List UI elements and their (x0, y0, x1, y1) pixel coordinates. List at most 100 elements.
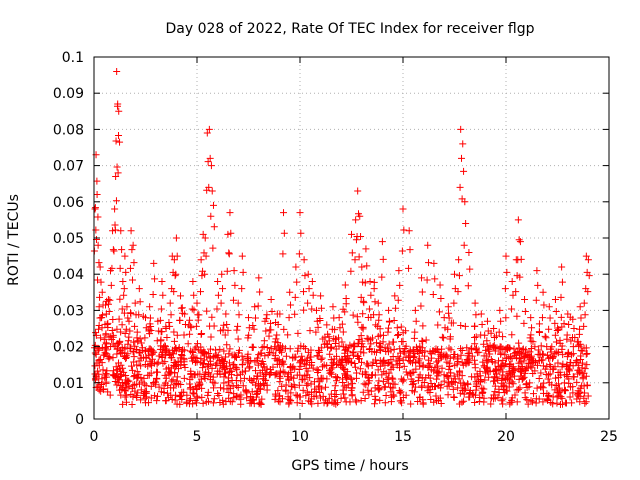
data-point (292, 353, 300, 361)
data-point (229, 296, 237, 304)
data-point (271, 351, 279, 359)
data-point (120, 285, 128, 293)
data-point (515, 344, 523, 352)
data-point (354, 187, 362, 195)
data-point (300, 256, 308, 264)
data-point (327, 344, 335, 352)
data-point (286, 345, 294, 353)
data-point (517, 358, 525, 366)
data-point (444, 391, 452, 399)
data-point (406, 369, 414, 377)
data-point (249, 343, 257, 351)
data-point (111, 342, 119, 350)
data-point (429, 290, 437, 298)
data-point (569, 373, 577, 381)
data-point (400, 362, 408, 370)
data-points (90, 67, 593, 408)
data-point (208, 364, 216, 372)
data-point (364, 362, 372, 370)
data-point (551, 350, 559, 358)
data-point (405, 357, 413, 365)
data-point (205, 183, 213, 191)
data-point (393, 324, 401, 332)
y-tick-label: 0 (75, 412, 84, 428)
data-point (502, 252, 510, 260)
data-point (287, 301, 295, 309)
data-point (94, 367, 102, 375)
data-point (563, 362, 570, 370)
data-point (535, 346, 543, 354)
data-point (261, 352, 269, 360)
data-point (551, 363, 559, 371)
data-point (126, 264, 134, 272)
data-point (454, 370, 462, 378)
data-point (312, 306, 320, 314)
data-point (473, 370, 481, 378)
data-point (274, 339, 282, 347)
data-point (94, 213, 102, 221)
data-point (201, 234, 209, 242)
data-point (471, 333, 479, 341)
data-point (437, 294, 445, 302)
data-point (458, 372, 466, 380)
data-point (124, 314, 132, 322)
data-point (385, 369, 393, 377)
data-point (112, 372, 120, 380)
data-point (516, 238, 524, 246)
data-point (294, 347, 302, 355)
y-tick-label: 0.04 (53, 267, 84, 283)
data-point (396, 345, 404, 353)
data-point (332, 400, 340, 408)
data-point (157, 305, 165, 313)
data-point (416, 393, 424, 401)
data-point (512, 288, 520, 296)
data-point (537, 369, 545, 377)
data-point (583, 361, 591, 369)
x-tick-label: 15 (394, 429, 412, 445)
data-point (531, 358, 539, 366)
data-point (357, 233, 365, 241)
data-point (558, 278, 566, 286)
data-point (190, 291, 198, 299)
data-point (297, 342, 305, 350)
data-point (552, 338, 560, 346)
data-point (193, 358, 201, 366)
data-point (137, 396, 145, 404)
data-point (515, 375, 523, 383)
data-point (118, 305, 126, 313)
data-point (253, 372, 261, 380)
data-point (180, 374, 188, 382)
data-point (121, 329, 129, 337)
data-point (151, 275, 159, 283)
data-point (335, 342, 343, 350)
data-point (154, 392, 162, 400)
data-point (309, 364, 317, 372)
data-point (355, 253, 363, 261)
data-point (351, 256, 359, 264)
data-point (346, 341, 354, 349)
data-point (162, 325, 170, 332)
data-point (371, 298, 379, 306)
data-point (272, 370, 280, 378)
data-point (444, 303, 452, 311)
data-point (355, 355, 363, 363)
data-point (214, 353, 222, 361)
data-point (222, 353, 230, 361)
data-point (124, 337, 132, 345)
data-point (364, 360, 372, 368)
data-point (296, 209, 304, 217)
data-point (468, 390, 476, 398)
data-point (460, 167, 468, 175)
data-point (402, 342, 410, 350)
data-point (472, 333, 480, 341)
data-point (250, 325, 258, 333)
data-point (477, 310, 485, 318)
data-point (505, 354, 513, 362)
data-point (565, 375, 573, 383)
data-point (503, 268, 511, 276)
data-point (95, 346, 103, 354)
data-point (93, 177, 101, 185)
data-point (431, 363, 439, 371)
data-point (459, 140, 467, 148)
data-point (376, 385, 384, 393)
